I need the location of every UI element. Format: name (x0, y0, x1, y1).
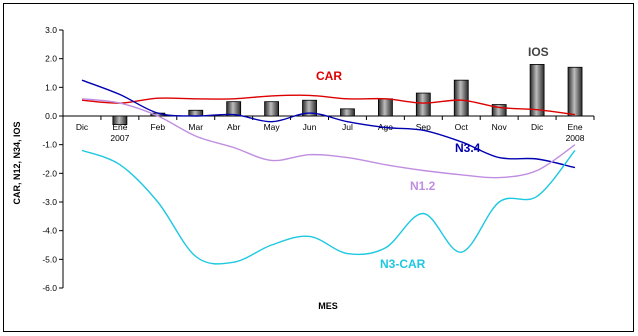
n3-car-line (81, 149, 576, 265)
x-tick-label: Abr (227, 122, 240, 132)
x-tick-label: Jul (342, 122, 353, 132)
series-labels: CAR N3.4 N1.2 N3-CAR IOS (316, 45, 549, 271)
ios-bar (302, 99, 317, 117)
y-tick-label: 1.0 (45, 82, 57, 92)
ios-bar (415, 92, 431, 117)
ios-bar (491, 104, 507, 117)
ios-bar (226, 101, 242, 117)
x-tick-label: Mar (188, 122, 203, 132)
ios-bar (264, 101, 280, 117)
n34-label: N3.4 (455, 141, 481, 155)
x-tick-label: Dic (531, 122, 544, 132)
ios-bars (112, 64, 583, 125)
y-tick-label: 3.0 (45, 25, 57, 35)
chart-frame (3, 3, 634, 332)
n12-line (81, 98, 576, 179)
car-line (81, 94, 576, 116)
y-tick-label: -2.0 (42, 168, 57, 178)
y-tick-label: -3.0 (42, 197, 57, 207)
x-axis-title: MES (318, 301, 338, 311)
ios-bar (112, 115, 128, 125)
x-tick-label: Feb (150, 122, 165, 132)
ios-bar (188, 109, 204, 117)
n3-car-label: N3-CAR (380, 257, 426, 271)
ios-bar (340, 108, 355, 117)
y-tick-label: -1.0 (42, 140, 57, 150)
y-tick-label: 2.0 (45, 54, 57, 64)
y-tick-label: -6.0 (42, 283, 57, 293)
ios-label: IOS (528, 45, 549, 59)
x-tick-label: Ene (567, 122, 582, 132)
x-tick-label: Nov (492, 122, 508, 132)
car-label: CAR (316, 69, 342, 83)
ios-bar (453, 79, 469, 117)
x-tick-label: May (264, 122, 281, 132)
ios-bar (567, 66, 583, 117)
n12-label: N1.2 (410, 179, 436, 193)
x-tick-label: Ene (112, 122, 127, 132)
series-lines (81, 79, 576, 265)
n34-line (81, 79, 576, 169)
y-axis-title: CAR, N12, N34, IOS (12, 121, 22, 204)
y-tick-label: 0.0 (45, 111, 57, 121)
ios-bar (377, 98, 393, 117)
y-tick-label: -4.0 (42, 226, 57, 236)
x-tick-label: Sep (416, 122, 431, 132)
x-tick-label-year: 2007 (110, 133, 129, 143)
x-tick-label: Dic (76, 122, 89, 132)
ios-bar (529, 64, 545, 117)
x-tick-label: Jun (303, 122, 317, 132)
x-tick-label: Oct (455, 122, 469, 132)
y-tick-label: -5.0 (42, 254, 57, 264)
x-tick-label-year: 2008 (566, 133, 585, 143)
